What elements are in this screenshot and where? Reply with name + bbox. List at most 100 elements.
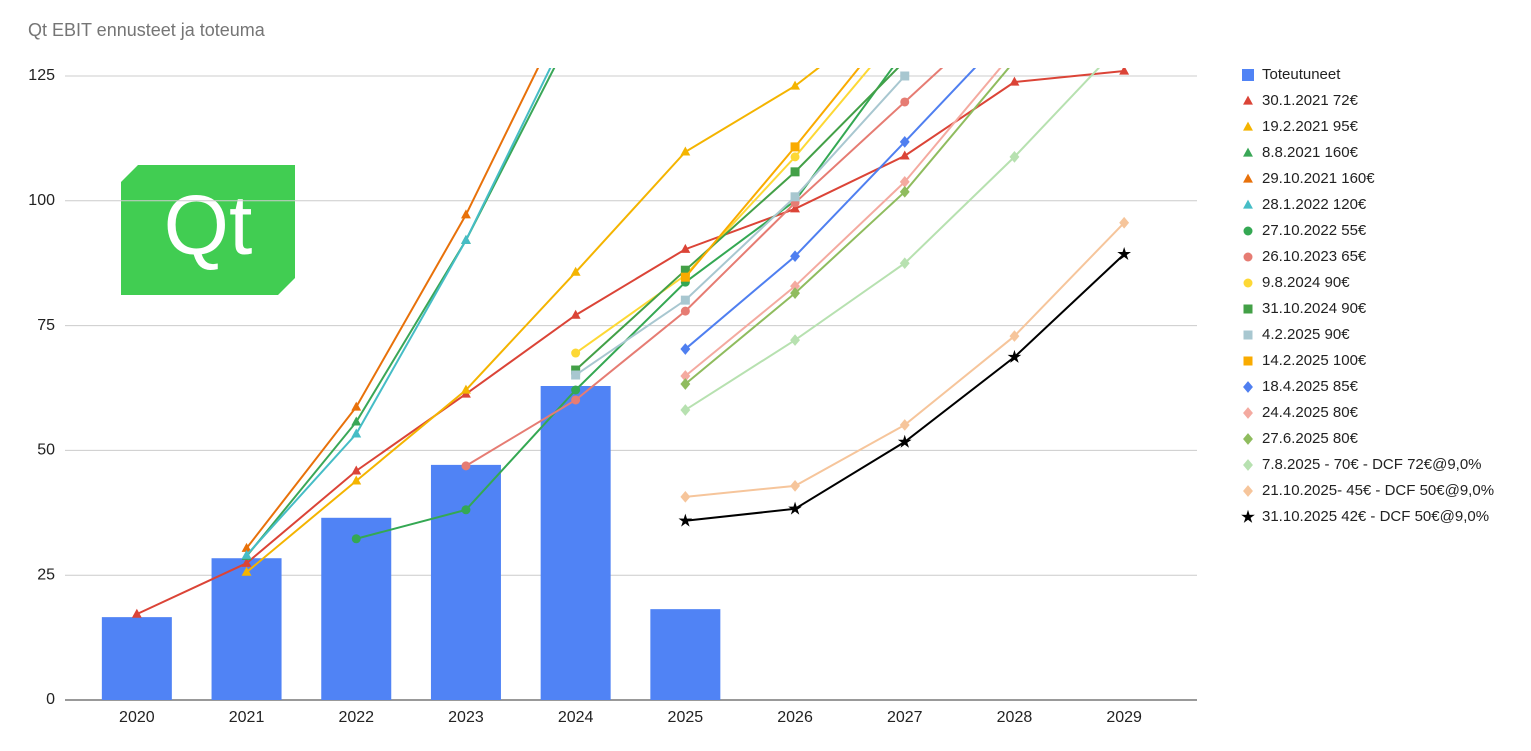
marker [351, 534, 361, 544]
marker [461, 384, 471, 394]
marker [900, 0, 910, 5]
marker [900, 47, 909, 56]
plot: 0 25 50 75 100 125 2020 2021 2022 2023 2024 2025 202… [28, 0, 1197, 726]
marker [680, 272, 690, 282]
series [680, 216, 1130, 503]
chart-title: Qt EBIT ennusteet ja toteuma [28, 20, 266, 40]
y-tick-label: 50 [37, 442, 55, 459]
marker [790, 167, 800, 177]
marker [680, 404, 691, 416]
legend-label: 14.2.2025 100€ [1262, 352, 1367, 369]
marker [897, 434, 912, 448]
logo-shape [121, 165, 295, 295]
x-tick-label: 2022 [338, 709, 374, 726]
legend-label: 28.1.2022 120€ [1262, 196, 1367, 213]
marker [680, 370, 691, 382]
marker [790, 152, 800, 162]
marker [571, 365, 581, 375]
marker [571, 11, 581, 20]
series [241, 0, 910, 576]
marker [900, 7, 909, 16]
marker [1009, 151, 1020, 163]
marker [1117, 247, 1131, 261]
marker [1243, 199, 1253, 209]
line [575, 75, 906, 376]
x-tick-label: 2029 [1106, 709, 1142, 726]
legend-label: 7.8.2025 - 70€ - DCF 72€@9,0% [1262, 456, 1482, 473]
line [245, 68, 552, 556]
marker [680, 295, 690, 305]
legend-label: 4.2.2025 90€ [1262, 326, 1350, 343]
x-tick-label: 2027 [887, 709, 923, 726]
marker [1010, 55, 1020, 67]
marker [1243, 252, 1253, 262]
marker [790, 142, 800, 152]
marker [570, 266, 581, 276]
marker [1010, 45, 1020, 57]
line [136, 70, 1125, 616]
marker [1010, 20, 1020, 32]
marker [570, 309, 581, 319]
marker [899, 185, 910, 198]
marker [899, 150, 910, 160]
marker [788, 501, 802, 515]
marker [1009, 330, 1020, 342]
marker [899, 136, 910, 148]
legend-label: 26.10.2023 65€ [1262, 248, 1367, 265]
legend-label: 31.10.2025 42€ - DCF 50€@9,0% [1262, 508, 1489, 525]
line [465, 68, 944, 467]
marker [571, 385, 581, 395]
bar [430, 464, 501, 700]
marker [790, 479, 800, 492]
marker [461, 461, 471, 471]
x-tick-label: 2020 [119, 709, 155, 726]
series [131, 68, 1130, 618]
marker [241, 542, 252, 552]
marker [1241, 509, 1255, 523]
y-tick-label: 100 [28, 192, 55, 209]
series [571, 71, 910, 380]
logo-text: Qt [164, 178, 253, 272]
marker [461, 505, 471, 515]
marker [351, 465, 362, 475]
marker [131, 608, 142, 618]
legend-label: 8.8.2021 160€ [1262, 144, 1359, 161]
marker [899, 175, 910, 188]
series [241, 68, 556, 560]
marker [461, 209, 471, 219]
x-tick-label: 2025 [668, 709, 704, 726]
x-tick-label: 2021 [229, 709, 265, 726]
line [684, 68, 1002, 377]
marker [571, 395, 581, 405]
marker [1009, 76, 1020, 86]
legend-label: 19.2.2021 95€ [1262, 118, 1359, 135]
legend-label: 27.10.2022 55€ [1262, 222, 1367, 239]
marker [1243, 381, 1253, 393]
marker [1243, 147, 1253, 157]
marker [351, 401, 362, 411]
bar [321, 517, 392, 700]
legend-label: 29.10.2021 160€ [1262, 170, 1375, 187]
marker [1243, 226, 1253, 236]
series [241, 11, 581, 559]
legend-label: 30.1.2021 72€ [1262, 92, 1359, 109]
line [245, 68, 556, 557]
series [680, 68, 1101, 416]
marker [680, 265, 690, 275]
bar [650, 609, 721, 700]
marker [900, 71, 910, 81]
x-tick-label: 2023 [448, 709, 484, 726]
series [241, 68, 540, 552]
marker [1243, 330, 1253, 340]
marker [899, 419, 910, 431]
marker [351, 428, 362, 438]
line [245, 68, 540, 549]
bar [101, 617, 172, 700]
y-tick-label: 25 [37, 566, 55, 583]
marker [1119, 216, 1130, 229]
marker [1243, 407, 1253, 419]
marker [1243, 121, 1253, 131]
marker [680, 306, 690, 316]
series [680, 55, 1020, 390]
